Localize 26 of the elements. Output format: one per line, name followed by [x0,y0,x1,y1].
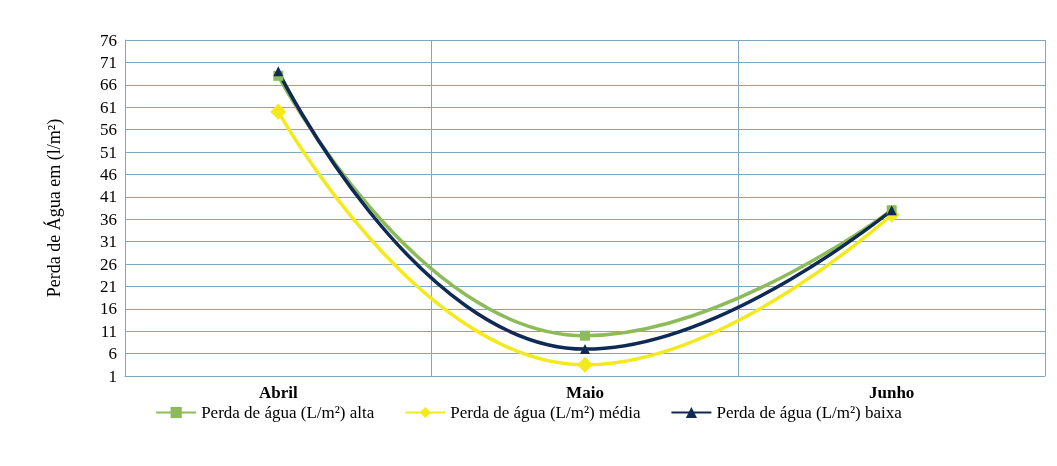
y-tick-label: 21 [100,276,117,296]
y-tick-label: 61 [100,97,117,117]
y-tick-label: 51 [100,142,117,162]
y-axis-title: Perda de Água em (l/m²) [43,118,65,298]
y-tick-label: 66 [100,75,117,95]
y-tick-label: 6 [108,344,117,364]
legend-label: Perda de água (L/m²) alta [201,403,375,422]
point [580,330,590,341]
y-tick-label: 11 [100,321,117,341]
y-tick-label: 46 [100,164,117,184]
y-tick-label: 16 [100,299,117,319]
y-tick-label: 31 [100,232,117,252]
legend-label: Perda de água (L/m²) média [450,403,641,422]
y-tick-label: 26 [100,254,117,274]
y-tick-label: 41 [100,187,117,207]
y-tick-label: 71 [100,52,117,72]
x-tick-label: Junho [868,383,915,402]
y-tick-label: 76 [100,30,117,50]
point [577,356,593,373]
legend-label: Perda de água (L/m²) baixa [716,403,903,422]
y-tick-label: 1 [108,366,117,386]
y-tick-label: 36 [100,209,117,229]
y-tick-label: 56 [100,120,117,140]
x-tick-label: Abril [258,383,298,402]
x-tick-label: Maio [566,383,604,402]
point [270,103,287,120]
